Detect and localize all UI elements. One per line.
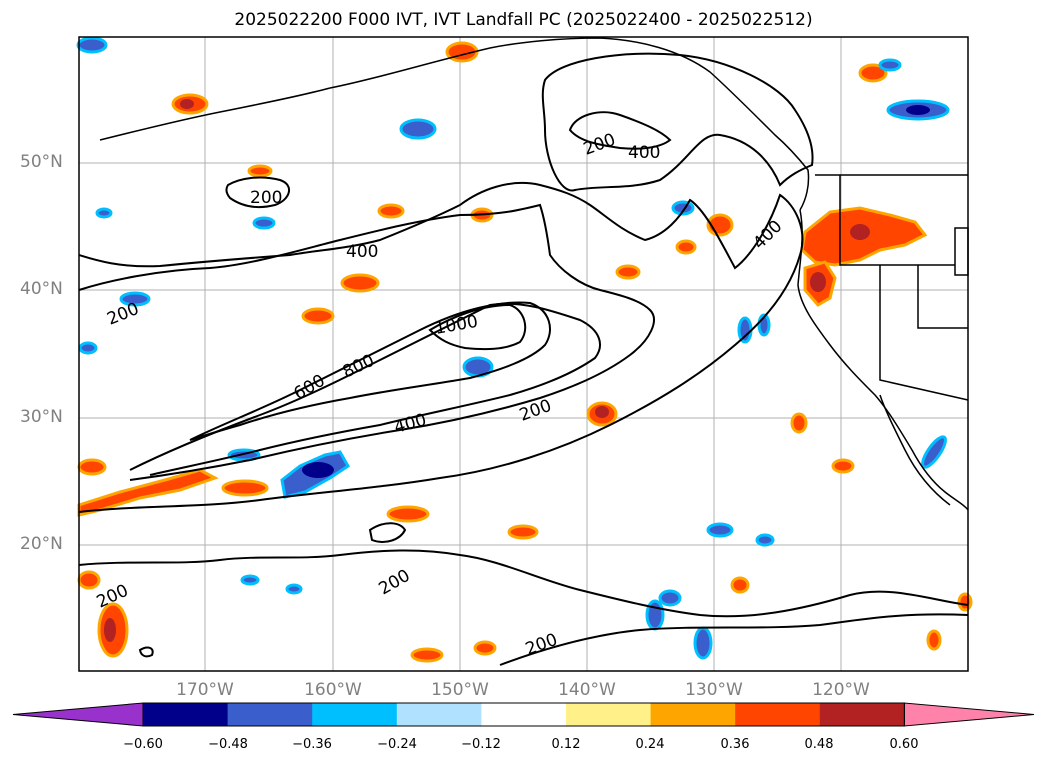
contour-label: 400	[346, 242, 378, 262]
contour-200-outer	[78, 181, 804, 513]
contour-label: 400	[749, 216, 786, 253]
aleutians	[99, 87, 331, 141]
colorbar-tick: 0.36	[720, 737, 750, 752]
chart-title: 2025022200 F000 IVT, IVT Landfall PC (20…	[234, 10, 813, 30]
contour-label: 200	[104, 299, 142, 330]
lon-label-170w: 170°W	[176, 680, 234, 700]
contour-1000	[428, 303, 527, 351]
colorbar-tick: 0.12	[551, 737, 581, 752]
contour-label: 200	[250, 188, 282, 208]
colorbar-tick: 0.24	[635, 737, 665, 752]
contour-label: 200	[581, 130, 618, 160]
lat-label-50n: 50°N	[20, 152, 63, 172]
negative-pc-patches	[76, 36, 950, 660]
lon-label-160w: 160°W	[304, 680, 362, 700]
lat-label-20n: 20°N	[20, 534, 63, 554]
contour-label: 800	[340, 351, 378, 383]
contour-label: 200	[517, 396, 554, 426]
contour-small-2	[138, 646, 154, 658]
contour-label: 400	[628, 143, 660, 163]
alaska-coast	[329, 37, 810, 211]
contour-200-southeast	[499, 613, 969, 666]
north-america-coast	[797, 209, 969, 511]
plot-border	[78, 36, 969, 672]
positive-pc-patches	[77, 41, 973, 663]
contour-200-west	[225, 176, 290, 208]
contour-200-north	[541, 52, 814, 192]
contour-label: 200	[376, 566, 414, 600]
contour-200-north-inner	[568, 111, 672, 150]
colorbar-tick: −0.12	[461, 737, 501, 752]
colorbar-tick: −0.60	[123, 737, 163, 752]
colorbar-tick: 0.48	[804, 737, 834, 752]
patch-west-band	[77, 468, 219, 517]
colorbar-tick: 0.60	[889, 737, 919, 752]
contour-600	[189, 301, 551, 441]
colorbar-tick: −0.48	[208, 737, 248, 752]
contour-label: 1000	[433, 312, 479, 339]
coastlines	[99, 37, 969, 511]
lon-label-150w: 150°W	[431, 680, 489, 700]
contour-small-1	[368, 522, 407, 543]
contour-400	[129, 302, 601, 476]
lon-label-120w: 120°W	[812, 680, 870, 700]
grid-lines	[79, 37, 968, 671]
contour-400-mid	[78, 203, 655, 481]
lon-label-130w: 130°W	[685, 680, 743, 700]
contour-200-south	[78, 549, 969, 618]
baja	[879, 394, 951, 506]
contour-label: 200	[523, 630, 560, 660]
ivt-contours	[78, 52, 969, 666]
colorbar-tick: −0.24	[377, 737, 417, 752]
contour-label: 400	[392, 410, 429, 438]
colorbar-tick: −0.36	[292, 737, 332, 752]
lat-label-30n: 30°N	[20, 407, 63, 427]
lon-label-140w: 140°W	[558, 680, 616, 700]
lat-label-40n: 40°N	[20, 279, 63, 299]
us-states	[839, 175, 969, 401]
